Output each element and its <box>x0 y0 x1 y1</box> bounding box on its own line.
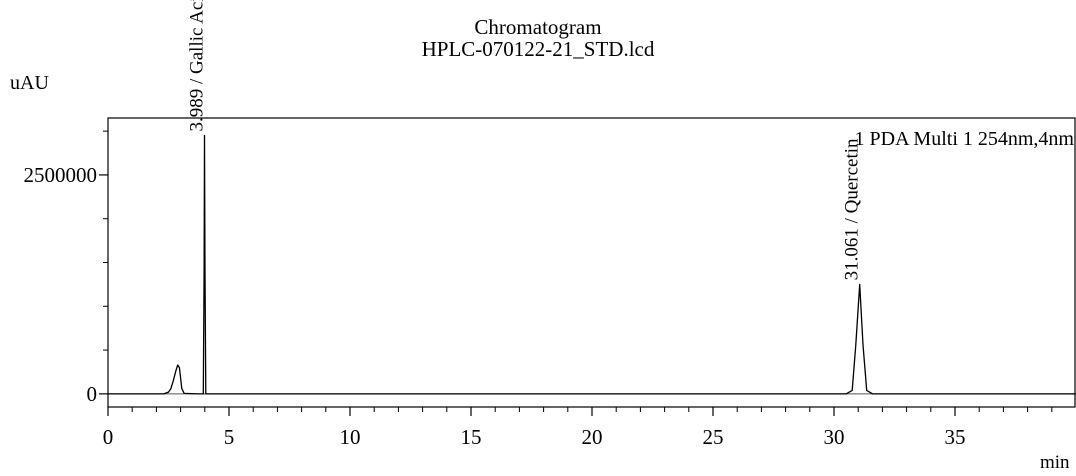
x-tick-label: 0 <box>103 425 114 449</box>
x-tick-label: 15 <box>461 425 482 449</box>
x-tick-label: 10 <box>340 425 361 449</box>
plot-frame <box>107 117 1076 408</box>
x-axis-label: min <box>1040 452 1070 473</box>
series-line <box>108 134 1076 395</box>
y-axis-label: uAU <box>10 72 49 94</box>
x-tick-label: 25 <box>703 425 724 449</box>
legend-label: 1 PDA Multi 1 254nm,4nm <box>855 128 1075 150</box>
peak-label: 3.989 / Gallic Acid <box>187 0 208 132</box>
y-tick-label: 2500000 <box>24 163 98 187</box>
x-tick-label: 35 <box>945 425 966 449</box>
x-tick-label: 30 <box>824 425 845 449</box>
x-tick-label: 5 <box>224 425 235 449</box>
x-tick-label: 20 <box>582 425 603 449</box>
chart-title: Chromatogram <box>474 15 602 39</box>
y-tick-label: 0 <box>87 382 98 406</box>
chart-subtitle: HPLC-070122-21_STD.lcd <box>421 37 655 61</box>
peak-label: 31.061 / Quercetin <box>842 138 863 280</box>
